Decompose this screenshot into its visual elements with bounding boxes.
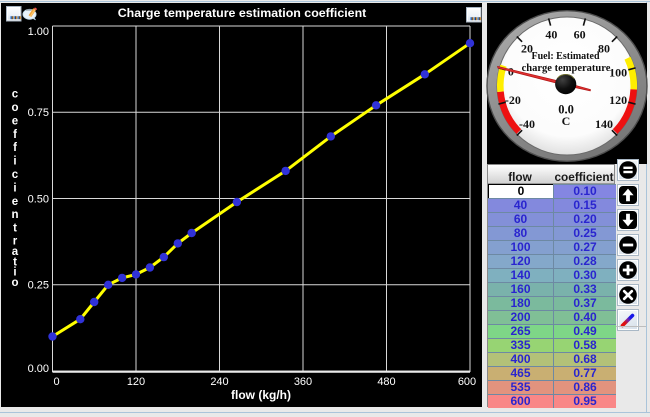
svg-text:-40: -40 — [519, 117, 535, 131]
svg-text:20: 20 — [521, 41, 533, 55]
svg-text:-20: -20 — [505, 93, 521, 107]
svg-text:0.50: 0.50 — [28, 193, 49, 205]
svg-text:e: e — [12, 196, 18, 208]
svg-text:0: 0 — [53, 376, 59, 388]
svg-text:240: 240 — [210, 376, 228, 388]
svg-text:o: o — [11, 102, 18, 114]
svg-text:120: 120 — [127, 376, 145, 388]
svg-text:o: o — [11, 277, 18, 289]
svg-text:0.25: 0.25 — [28, 280, 49, 292]
svg-text:r: r — [13, 236, 18, 248]
svg-text:charge temperature: charge temperature — [522, 63, 611, 74]
svg-text:flow (kg/h): flow (kg/h) — [231, 388, 291, 402]
svg-text:360: 360 — [294, 376, 312, 388]
svg-text:n: n — [11, 209, 18, 221]
svg-text:i: i — [13, 267, 16, 279]
svg-text:Charge temperature estimation: Charge temperature estimation coefficien… — [118, 6, 367, 20]
svg-text:140: 140 — [595, 117, 613, 131]
svg-text:Fuel: Estimated: Fuel: Estimated — [531, 51, 599, 62]
svg-text:60: 60 — [574, 28, 586, 42]
svg-text:40: 40 — [545, 28, 557, 42]
svg-text:c: c — [12, 89, 19, 101]
svg-text:f: f — [13, 142, 17, 154]
svg-text:0.00: 0.00 — [28, 363, 49, 375]
svg-text:e: e — [12, 115, 18, 127]
svg-text:600: 600 — [458, 376, 476, 388]
svg-text:t: t — [13, 223, 17, 235]
svg-text:0.75: 0.75 — [28, 107, 49, 119]
svg-text:100: 100 — [609, 65, 627, 79]
svg-text:f: f — [13, 129, 17, 141]
svg-text:120: 120 — [609, 93, 627, 107]
svg-text:C: C — [562, 114, 571, 128]
svg-text:t: t — [13, 256, 17, 268]
svg-text:80: 80 — [598, 41, 610, 55]
svg-text:c: c — [12, 169, 19, 181]
svg-text:a: a — [12, 246, 19, 258]
svg-text:i: i — [13, 156, 16, 168]
svg-text:480: 480 — [377, 376, 395, 388]
svg-text:i: i — [13, 182, 16, 194]
svg-text:1.00: 1.00 — [28, 26, 49, 38]
svg-text:0.0: 0.0 — [558, 102, 574, 116]
